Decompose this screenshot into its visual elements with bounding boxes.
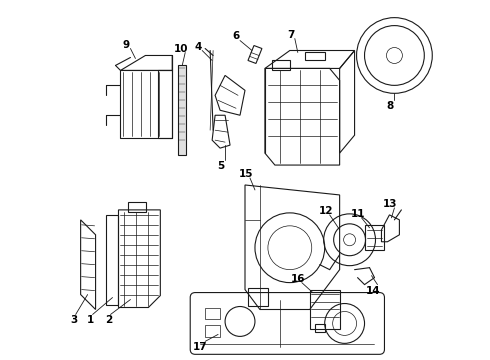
Bar — [310, 289, 340, 329]
Bar — [272, 60, 290, 71]
Text: 9: 9 — [123, 40, 130, 50]
Bar — [128, 202, 147, 212]
Text: 14: 14 — [366, 285, 381, 296]
Bar — [178, 66, 186, 155]
Text: 13: 13 — [383, 199, 398, 209]
Text: 5: 5 — [218, 161, 225, 171]
Bar — [205, 307, 220, 319]
Bar — [248, 288, 268, 306]
Text: 12: 12 — [318, 206, 333, 216]
Bar — [365, 225, 385, 250]
Bar — [305, 53, 325, 60]
Text: 11: 11 — [350, 209, 365, 219]
Bar — [315, 324, 325, 332]
Text: 1: 1 — [87, 315, 94, 325]
Text: 6: 6 — [232, 31, 240, 41]
Text: 16: 16 — [291, 274, 305, 284]
Bar — [205, 325, 220, 337]
Text: 4: 4 — [195, 41, 202, 51]
Text: 3: 3 — [70, 315, 77, 325]
Text: 17: 17 — [193, 342, 207, 352]
Text: 8: 8 — [387, 101, 394, 111]
Bar — [121, 71, 172, 138]
Text: 10: 10 — [174, 44, 189, 54]
Text: 15: 15 — [239, 169, 253, 179]
Text: 7: 7 — [287, 30, 294, 40]
Text: 2: 2 — [105, 315, 112, 325]
